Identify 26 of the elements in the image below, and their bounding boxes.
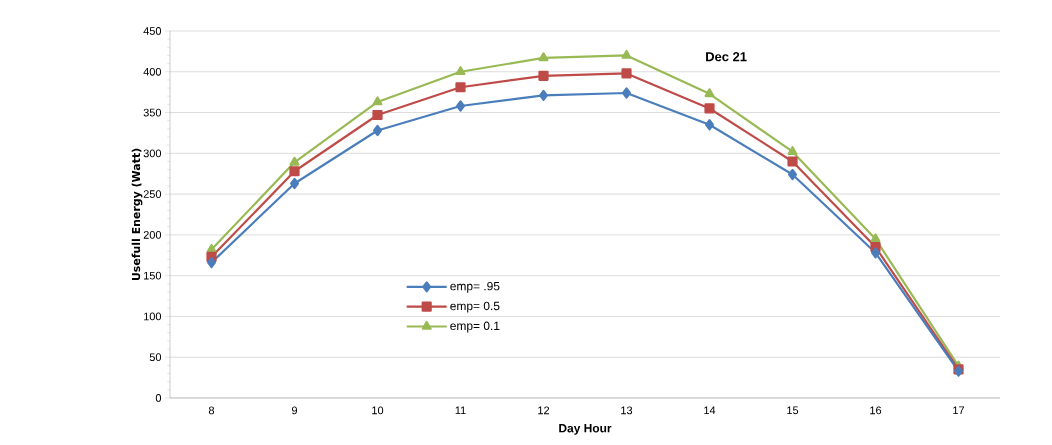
legend-label: emp= 0.1 [450,321,500,333]
legend-label: emp= 0.5 [450,301,500,313]
x-tick-label: 9 [291,406,298,415]
y-tick-label: 100 [144,312,162,321]
x-tick-label: 11 [455,406,466,415]
y-tick-label: 400 [143,67,162,76]
x-axis-title: Day Hour [559,424,612,435]
x-tick-label: 12 [538,406,550,415]
x-tick-label: 8 [208,406,215,415]
y-tick-label: 300 [143,149,162,158]
x-tick-label: 13 [621,406,633,415]
y-tick-label: 50 [149,353,162,362]
y-tick-label: 0 [155,394,162,402]
y-tick-label: 200 [143,231,162,239]
x-tick-label: 16 [870,406,882,415]
text: Dec 21 [706,52,747,62]
y-tick-label: 450 [143,27,162,35]
y-tick-label: 350 [143,108,162,117]
y-tick-label: 250 [143,190,162,198]
x-tick-label: 10 [372,406,384,415]
x-tick-label: 15 [787,406,799,415]
x-tick-label: 14 [704,406,716,415]
y-tick-label: 150 [144,271,162,280]
x-tick-label: 17 [953,406,965,415]
legend-label: emp= .95 [450,281,500,293]
y-axis-title: Usefull Energy (Watt) [131,148,143,281]
